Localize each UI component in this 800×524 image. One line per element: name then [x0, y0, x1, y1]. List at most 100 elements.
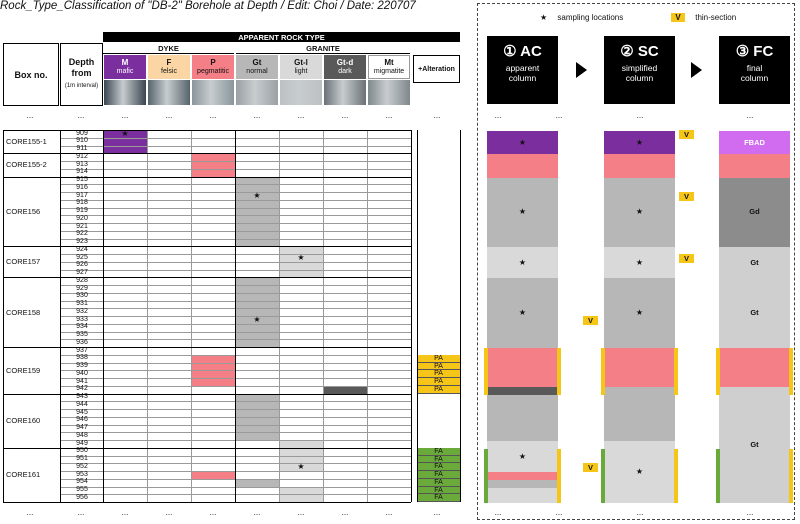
- depth-value: 932: [76, 307, 88, 315]
- col-line: [235, 130, 236, 502]
- ellipsis: ...: [341, 111, 349, 120]
- arrow-right-icon: [576, 62, 587, 78]
- sampling-star-icon: ★: [297, 462, 305, 472]
- column-segment: Gt: [719, 278, 790, 348]
- ellipsis: ...: [253, 111, 261, 120]
- column-header-2: ② SC simplified column: [604, 36, 675, 104]
- box-separator: [3, 130, 411, 131]
- box-name: CORE155-2: [6, 160, 47, 170]
- alteration-bar: [484, 348, 488, 395]
- box-separator: [3, 153, 411, 155]
- legend-sampling: ★ sampling locations: [540, 13, 623, 22]
- column-segment: [719, 348, 790, 387]
- column-segment: Gt: [719, 386, 790, 503]
- box-separator: [3, 393, 411, 395]
- granite-header: GRANITE: [236, 43, 410, 54]
- column-title: ③ FC: [735, 43, 774, 60]
- rock-type-desc: light: [294, 68, 308, 75]
- segment-label: Gt: [750, 439, 759, 449]
- ellipsis: ...: [555, 111, 563, 120]
- ellipsis: ...: [165, 111, 173, 120]
- alteration-bar: [674, 348, 678, 395]
- depth-value: 928: [76, 276, 88, 284]
- depth-value: 923: [76, 238, 88, 245]
- column-segment: [487, 487, 558, 503]
- box-name: CORE156: [6, 206, 41, 216]
- thin-section-badge: V: [679, 192, 694, 201]
- ellipsis: ...: [385, 508, 393, 517]
- alteration-bar: [716, 448, 720, 503]
- rock-type-gt-l: Gt-l light: [280, 55, 322, 79]
- depth-value: 913: [76, 160, 88, 168]
- legend-thin-section: V thin-section: [671, 13, 736, 22]
- column-segment: FBAD: [719, 131, 790, 155]
- box-separator: [3, 347, 411, 348]
- depth-value: 951: [76, 455, 88, 462]
- depth-value: 915: [76, 176, 88, 183]
- legend-sampling-label: sampling locations: [557, 13, 624, 22]
- column-desc: apparent column: [505, 63, 540, 83]
- alteration-bar: [557, 348, 561, 395]
- depth-value: 947: [76, 424, 88, 431]
- alteration-bar: [601, 448, 605, 503]
- depth-value: 935: [76, 331, 88, 338]
- depth-header: Depth from (1m interval): [60, 43, 103, 106]
- column-desc: simplified column: [621, 63, 658, 83]
- dyke-header: DYKE: [103, 43, 234, 54]
- rock-interval: [323, 385, 367, 394]
- box-name: CORE157: [6, 257, 41, 267]
- depth-value: 936: [76, 338, 88, 346]
- rock-interval: [235, 478, 279, 487]
- depth-value: 910: [76, 137, 88, 145]
- alteration-header: +Alteration: [413, 55, 460, 83]
- column-segment: ★: [604, 131, 675, 155]
- column-segment: [487, 394, 558, 441]
- depth-value: 921: [76, 222, 88, 230]
- ellipsis: ...: [209, 111, 217, 120]
- depth-value: 953: [76, 470, 88, 478]
- apparent-rock-type-header: APPARENT ROCK TYPE: [103, 32, 460, 42]
- depth-value: 955: [76, 486, 88, 493]
- depth-value: 934: [76, 323, 88, 331]
- ellipsis: ...: [494, 111, 502, 120]
- alteration-bar: [674, 448, 678, 503]
- col-line: [147, 130, 148, 502]
- alteration-cell: FA: [417, 471, 460, 479]
- depth-value: 909: [76, 129, 88, 137]
- rock-type-mt: Mt migmatite: [368, 55, 410, 79]
- thin-section-badge: V: [583, 316, 598, 325]
- rock-type-code: M: [121, 58, 129, 67]
- column-segment: ★: [487, 247, 558, 279]
- depth-value: 911: [76, 145, 88, 152]
- thin-section-badge: V: [679, 130, 694, 139]
- box-separator: [3, 447, 411, 449]
- box-name: CORE160: [6, 416, 41, 426]
- col-line: [191, 130, 192, 502]
- depth-value: 931: [76, 300, 88, 307]
- alteration-bar: [601, 348, 605, 395]
- column-segment: ★: [604, 247, 675, 279]
- sampling-star-icon: ★: [121, 129, 129, 138]
- depth-value: 937: [76, 346, 88, 354]
- alteration-cell: PA: [417, 362, 460, 371]
- alteration-bar: [716, 348, 720, 395]
- depth-value: 925: [76, 253, 88, 261]
- depth-value: 938: [76, 354, 88, 362]
- sampling-star-icon: ★: [635, 137, 644, 147]
- ellipsis: ...: [297, 111, 305, 120]
- ellipsis: ...: [121, 508, 129, 517]
- segment-label: Gt: [750, 308, 759, 318]
- box-no-label: Box no.: [14, 69, 48, 80]
- column-segment: [604, 386, 675, 441]
- column-segment: ★: [487, 278, 558, 348]
- depth-value: 929: [76, 284, 88, 292]
- column-segment: ★: [604, 278, 675, 348]
- box-separator: [3, 246, 411, 248]
- segment-label: Gt: [750, 257, 759, 267]
- depth-value: 954: [76, 478, 88, 486]
- alteration-cell: PA: [417, 385, 460, 394]
- sampling-star-icon: ★: [518, 308, 527, 318]
- ellipsis: ...: [121, 111, 129, 120]
- alteration-cell: PA: [417, 354, 460, 363]
- column-segment: [487, 386, 558, 395]
